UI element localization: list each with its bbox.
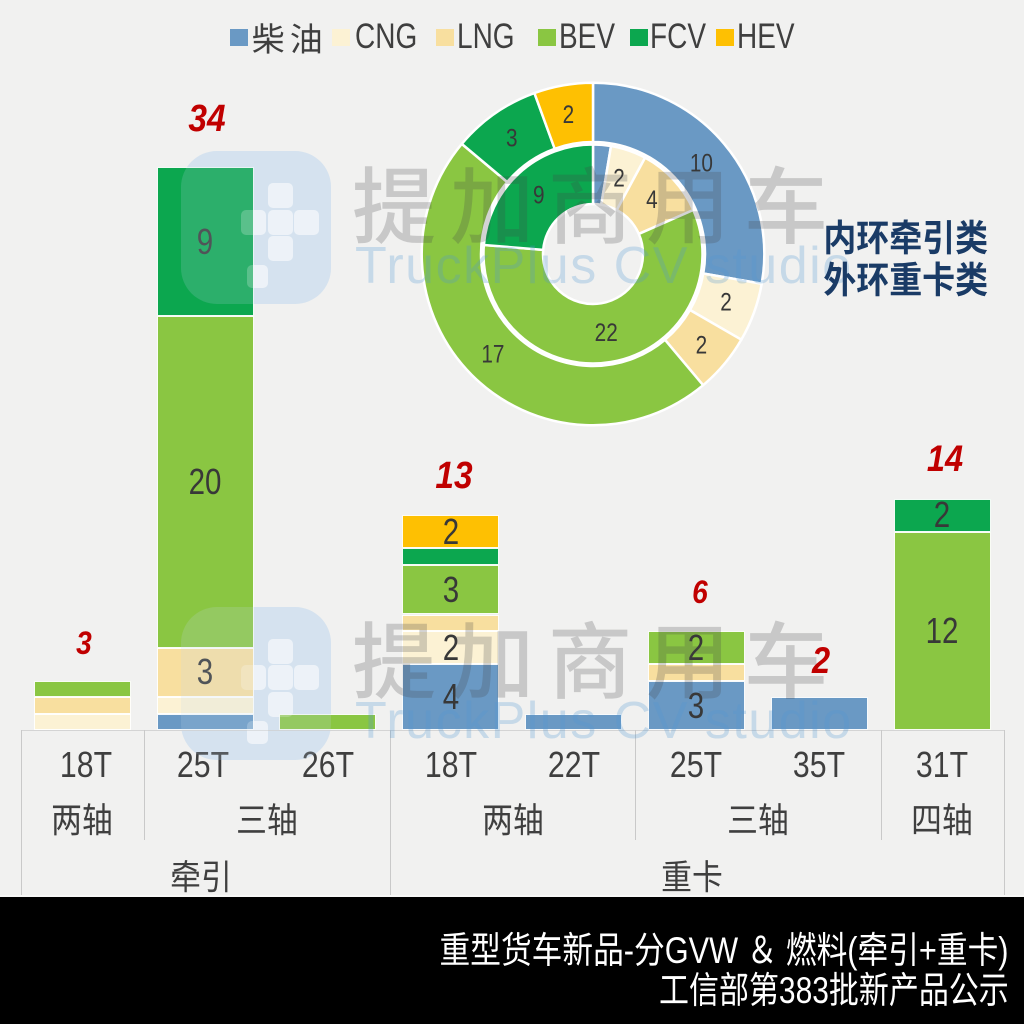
svg-text:2: 2 — [563, 100, 575, 128]
svg-text:3: 3 — [506, 124, 518, 152]
svg-text:2: 2 — [696, 330, 708, 358]
svg-text:9: 9 — [533, 181, 545, 209]
svg-text:2: 2 — [720, 288, 732, 316]
svg-text:2: 2 — [613, 164, 625, 192]
svg-text:22: 22 — [595, 318, 618, 346]
svg-text:10: 10 — [690, 148, 713, 176]
svg-text:17: 17 — [481, 340, 504, 368]
svg-text:4: 4 — [646, 185, 658, 213]
